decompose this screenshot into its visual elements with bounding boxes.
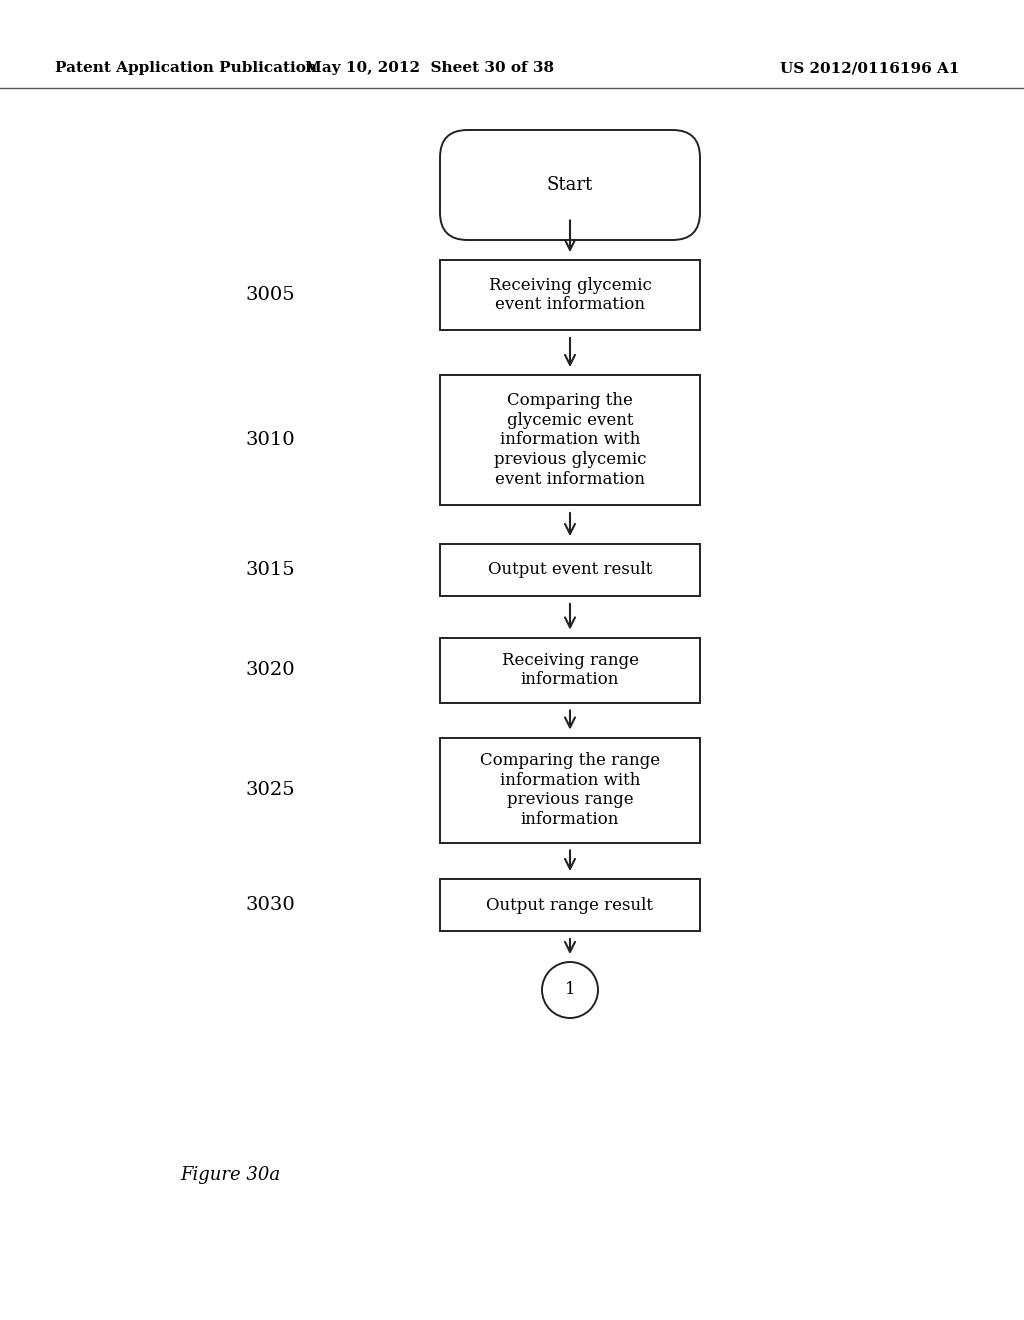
Text: Figure 30a: Figure 30a <box>180 1166 280 1184</box>
Text: Output event result: Output event result <box>487 561 652 578</box>
Text: Comparing the
glycemic event
information with
previous glycemic
event informatio: Comparing the glycemic event information… <box>494 392 646 487</box>
Text: 3030: 3030 <box>246 896 295 913</box>
Bar <box>440 879 700 931</box>
Text: US 2012/0116196 A1: US 2012/0116196 A1 <box>780 61 959 75</box>
Text: Comparing the range
information with
previous range
information: Comparing the range information with pre… <box>480 752 660 828</box>
Bar <box>440 260 700 330</box>
Bar <box>440 544 700 597</box>
Circle shape <box>542 962 598 1018</box>
Text: Patent Application Publication: Patent Application Publication <box>55 61 317 75</box>
Bar <box>440 738 700 842</box>
Bar <box>440 375 700 506</box>
Text: 3020: 3020 <box>246 661 295 678</box>
Bar <box>440 638 700 702</box>
Text: Start: Start <box>547 176 593 194</box>
Text: Receiving range
information: Receiving range information <box>502 652 639 688</box>
Text: 3005: 3005 <box>246 286 295 304</box>
Text: 1: 1 <box>564 982 575 998</box>
FancyBboxPatch shape <box>440 129 700 240</box>
Text: Output range result: Output range result <box>486 896 653 913</box>
Text: 3010: 3010 <box>246 432 295 449</box>
Text: 3025: 3025 <box>246 781 295 799</box>
Text: May 10, 2012  Sheet 30 of 38: May 10, 2012 Sheet 30 of 38 <box>305 61 555 75</box>
Text: 3015: 3015 <box>246 561 295 579</box>
Text: Receiving glycemic
event information: Receiving glycemic event information <box>488 277 651 313</box>
